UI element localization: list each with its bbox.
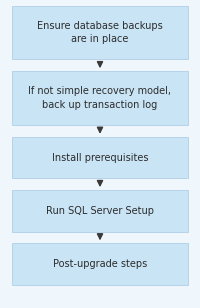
FancyBboxPatch shape: [12, 190, 188, 232]
FancyBboxPatch shape: [12, 137, 188, 178]
Text: Ensure database backups
are in place: Ensure database backups are in place: [37, 21, 163, 44]
FancyBboxPatch shape: [12, 243, 188, 285]
FancyBboxPatch shape: [12, 6, 188, 59]
Text: Post-upgrade steps: Post-upgrade steps: [53, 259, 147, 269]
FancyBboxPatch shape: [12, 71, 188, 125]
Text: Run SQL Server Setup: Run SQL Server Setup: [46, 206, 154, 216]
Text: Install prerequisites: Install prerequisites: [52, 152, 148, 163]
Text: If not simple recovery model,
back up transaction log: If not simple recovery model, back up tr…: [29, 86, 172, 110]
